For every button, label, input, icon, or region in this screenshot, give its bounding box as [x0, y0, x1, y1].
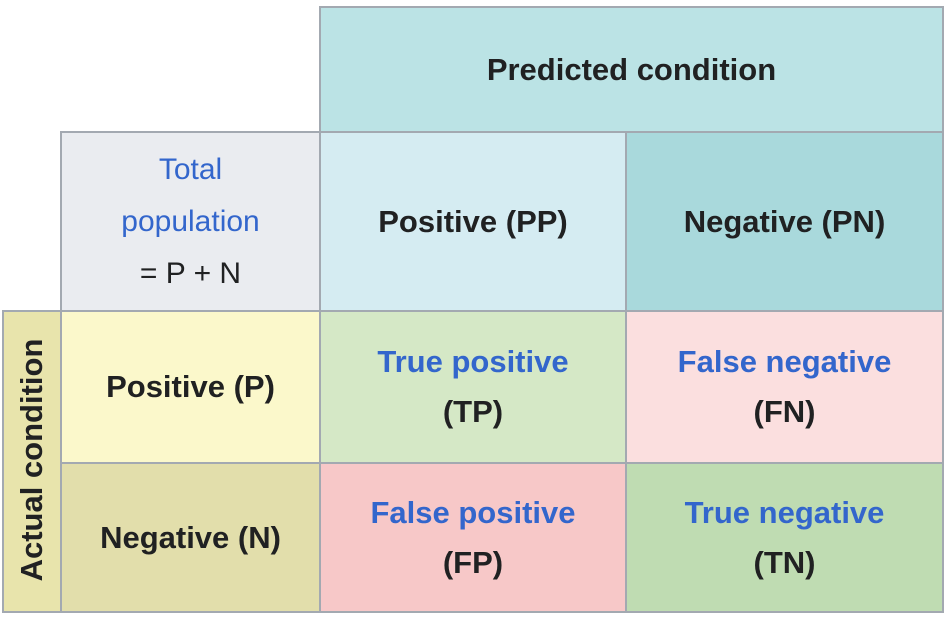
actual-condition-label: Actual condition	[14, 338, 49, 582]
true-negative-link[interactable]: True negative	[684, 494, 885, 530]
true-positive-abbr: (TP)	[442, 394, 504, 429]
true-positive-link[interactable]: True positive	[377, 344, 569, 379]
actual-negative-cell: Negative (N)	[60, 462, 321, 613]
actual-positive-cell: Positive (P)	[60, 310, 321, 464]
false-negative-link[interactable]: False negative	[677, 344, 892, 379]
population-formula: = P + N	[139, 256, 242, 290]
true-positive-cell: True positive (TP)	[319, 310, 627, 464]
actual-positive-label: Positive (P)	[106, 369, 275, 404]
predicted-condition-header: Predicted condition	[319, 6, 944, 133]
predicted-negative-label: Negative (PN)	[683, 203, 886, 239]
predicted-positive-label: Positive (PP)	[378, 203, 568, 239]
actual-negative-label: Negative (N)	[100, 519, 281, 555]
predicted-negative-cell: Negative (PN)	[625, 131, 944, 312]
total-population-cell: Total population = P + N	[60, 131, 321, 312]
false-negative-cell: False negative (FN)	[625, 310, 944, 464]
actual-condition-header	[2, 310, 62, 613]
false-positive-abbr: (FP)	[442, 544, 504, 580]
true-negative-abbr: (TN)	[753, 544, 816, 580]
false-positive-link[interactable]: False positive	[370, 494, 576, 530]
predicted-positive-cell: Positive (PP)	[319, 131, 627, 312]
false-negative-abbr: (FN)	[753, 394, 816, 429]
population-link[interactable]: population	[121, 204, 260, 238]
predicted-condition-label: Predicted condition	[486, 51, 777, 87]
true-negative-cell: True negative (TN)	[625, 462, 944, 613]
total-population-link[interactable]: Total	[158, 152, 223, 186]
false-positive-cell: False positive (FP)	[319, 462, 627, 613]
